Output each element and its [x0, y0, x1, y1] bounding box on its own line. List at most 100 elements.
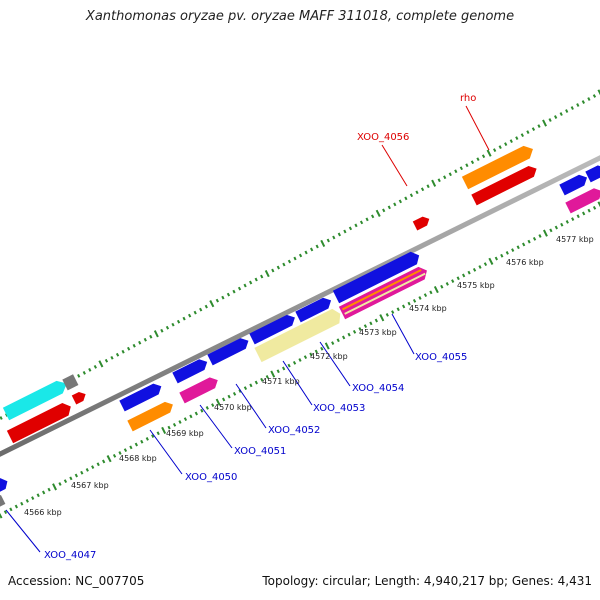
- minor-tick: [437, 178, 441, 183]
- cds-feature-yellow[interactable]: [254, 307, 343, 363]
- cds-feature-blue[interactable]: [585, 163, 600, 183]
- gene-label-xoo-4051[interactable]: XOO_4051: [234, 446, 286, 457]
- minor-tick: [493, 148, 497, 153]
- major-tick: [597, 201, 600, 208]
- cds-feature-striped[interactable]: [338, 264, 430, 320]
- cds-feature-orange[interactable]: [461, 143, 536, 190]
- minor-tick: [354, 223, 358, 228]
- cds-feature-cyan[interactable]: [2, 377, 70, 421]
- minor-tick: [522, 242, 526, 247]
- major-tick: [0, 512, 3, 519]
- scale-label: 4577 kbp: [556, 235, 594, 244]
- minor-tick: [582, 211, 586, 216]
- minor-tick: [145, 437, 149, 441]
- minor-tick: [443, 175, 447, 180]
- gene-label-xoo-4055[interactable]: XOO_4055: [415, 352, 467, 363]
- minor-tick: [226, 292, 231, 297]
- major-tick: [379, 314, 385, 322]
- gene-label-rho[interactable]: rho: [460, 93, 476, 104]
- scale-label: 4566 kbp: [24, 508, 62, 517]
- minor-tick: [200, 408, 204, 413]
- minor-tick: [576, 214, 580, 219]
- cds-feature-red[interactable]: [471, 163, 539, 206]
- minor-tick: [420, 187, 425, 192]
- minor-tick: [554, 225, 558, 230]
- minor-tick: [304, 250, 308, 255]
- minor-tick: [121, 349, 125, 354]
- tick-row-lower: [0, 201, 600, 519]
- cds-feature-blue[interactable]: [249, 312, 297, 345]
- minor-tick: [348, 226, 353, 231]
- major-tick: [209, 300, 215, 308]
- minor-tick: [342, 335, 346, 340]
- minor-tick: [85, 468, 89, 472]
- major-tick: [375, 209, 381, 217]
- cds-feature-red[interactable]: [71, 390, 88, 405]
- cds-feature-gray[interactable]: [62, 374, 79, 391]
- cds-feature-blue[interactable]: [559, 172, 589, 196]
- scale-label: 4571 kbp: [262, 377, 300, 386]
- minor-tick: [293, 256, 297, 261]
- cds-feature-blue[interactable]: [207, 335, 251, 366]
- gene-label-xoo-4047[interactable]: XOO_4047: [44, 550, 96, 561]
- minor-tick: [409, 193, 414, 198]
- minor-tick: [309, 352, 313, 357]
- cds-feature-orange[interactable]: [127, 399, 175, 432]
- major-tick: [106, 455, 112, 463]
- minor-tick: [515, 136, 519, 141]
- minor-tick: [88, 367, 92, 372]
- minor-tick: [134, 442, 138, 447]
- minor-tick: [271, 268, 275, 273]
- minor-tick: [127, 346, 131, 351]
- minor-tick: [554, 115, 558, 119]
- minor-tick: [478, 265, 482, 269]
- minor-tick: [369, 321, 373, 326]
- gene-label-xoo-4054[interactable]: XOO_4054: [352, 383, 404, 394]
- cds-feature-blue[interactable]: [295, 295, 333, 323]
- gene-label-xoo-4050[interactable]: XOO_4050: [185, 472, 237, 483]
- minor-tick: [387, 205, 391, 210]
- scale-label: 4573 kbp: [359, 328, 397, 337]
- cds-feature-blue[interactable]: [0, 476, 10, 494]
- minor-tick: [151, 434, 155, 438]
- major-tick: [431, 179, 437, 187]
- minor-tick: [363, 324, 368, 329]
- cds-feature-blue[interactable]: [332, 249, 422, 304]
- minor-tick: [149, 334, 153, 339]
- minor-tick: [132, 343, 136, 348]
- cds-feature-red[interactable]: [6, 400, 74, 444]
- minor-tick: [110, 355, 114, 360]
- minor-tick: [365, 217, 369, 222]
- minor-tick: [456, 276, 460, 281]
- minor-tick: [189, 414, 193, 419]
- minor-tick: [221, 295, 225, 300]
- minor-tick: [129, 445, 133, 450]
- minor-tick: [140, 439, 144, 444]
- minor-tick: [227, 394, 231, 399]
- cds-feature-blue[interactable]: [119, 381, 164, 412]
- minor-tick: [282, 262, 286, 267]
- minor-tick: [415, 190, 419, 195]
- cds-feature-red[interactable]: [412, 214, 432, 231]
- major-tick: [161, 426, 167, 435]
- minor-tick: [402, 304, 406, 309]
- minor-tick: [511, 248, 515, 252]
- gene-label-xoo-4052[interactable]: XOO_4052: [268, 425, 320, 436]
- minor-tick: [520, 133, 524, 138]
- minor-tick: [347, 332, 351, 337]
- gene-label-xoo-4053[interactable]: XOO_4053: [313, 403, 365, 414]
- minor-tick: [0, 416, 3, 420]
- minor-tick: [576, 103, 580, 107]
- minor-tick: [74, 473, 78, 478]
- gene-label-xoo-4056[interactable]: XOO_4056: [357, 132, 409, 143]
- minor-tick: [445, 282, 449, 286]
- cds-feature-blue[interactable]: [172, 357, 210, 384]
- minor-tick: [516, 245, 520, 250]
- cds-feature-gray[interactable]: [0, 494, 6, 508]
- minor-tick: [548, 118, 552, 122]
- cds-feature-magenta[interactable]: [565, 186, 600, 214]
- cds-feature-magenta[interactable]: [179, 375, 220, 404]
- minor-tick: [310, 247, 314, 252]
- major-tick: [270, 370, 276, 378]
